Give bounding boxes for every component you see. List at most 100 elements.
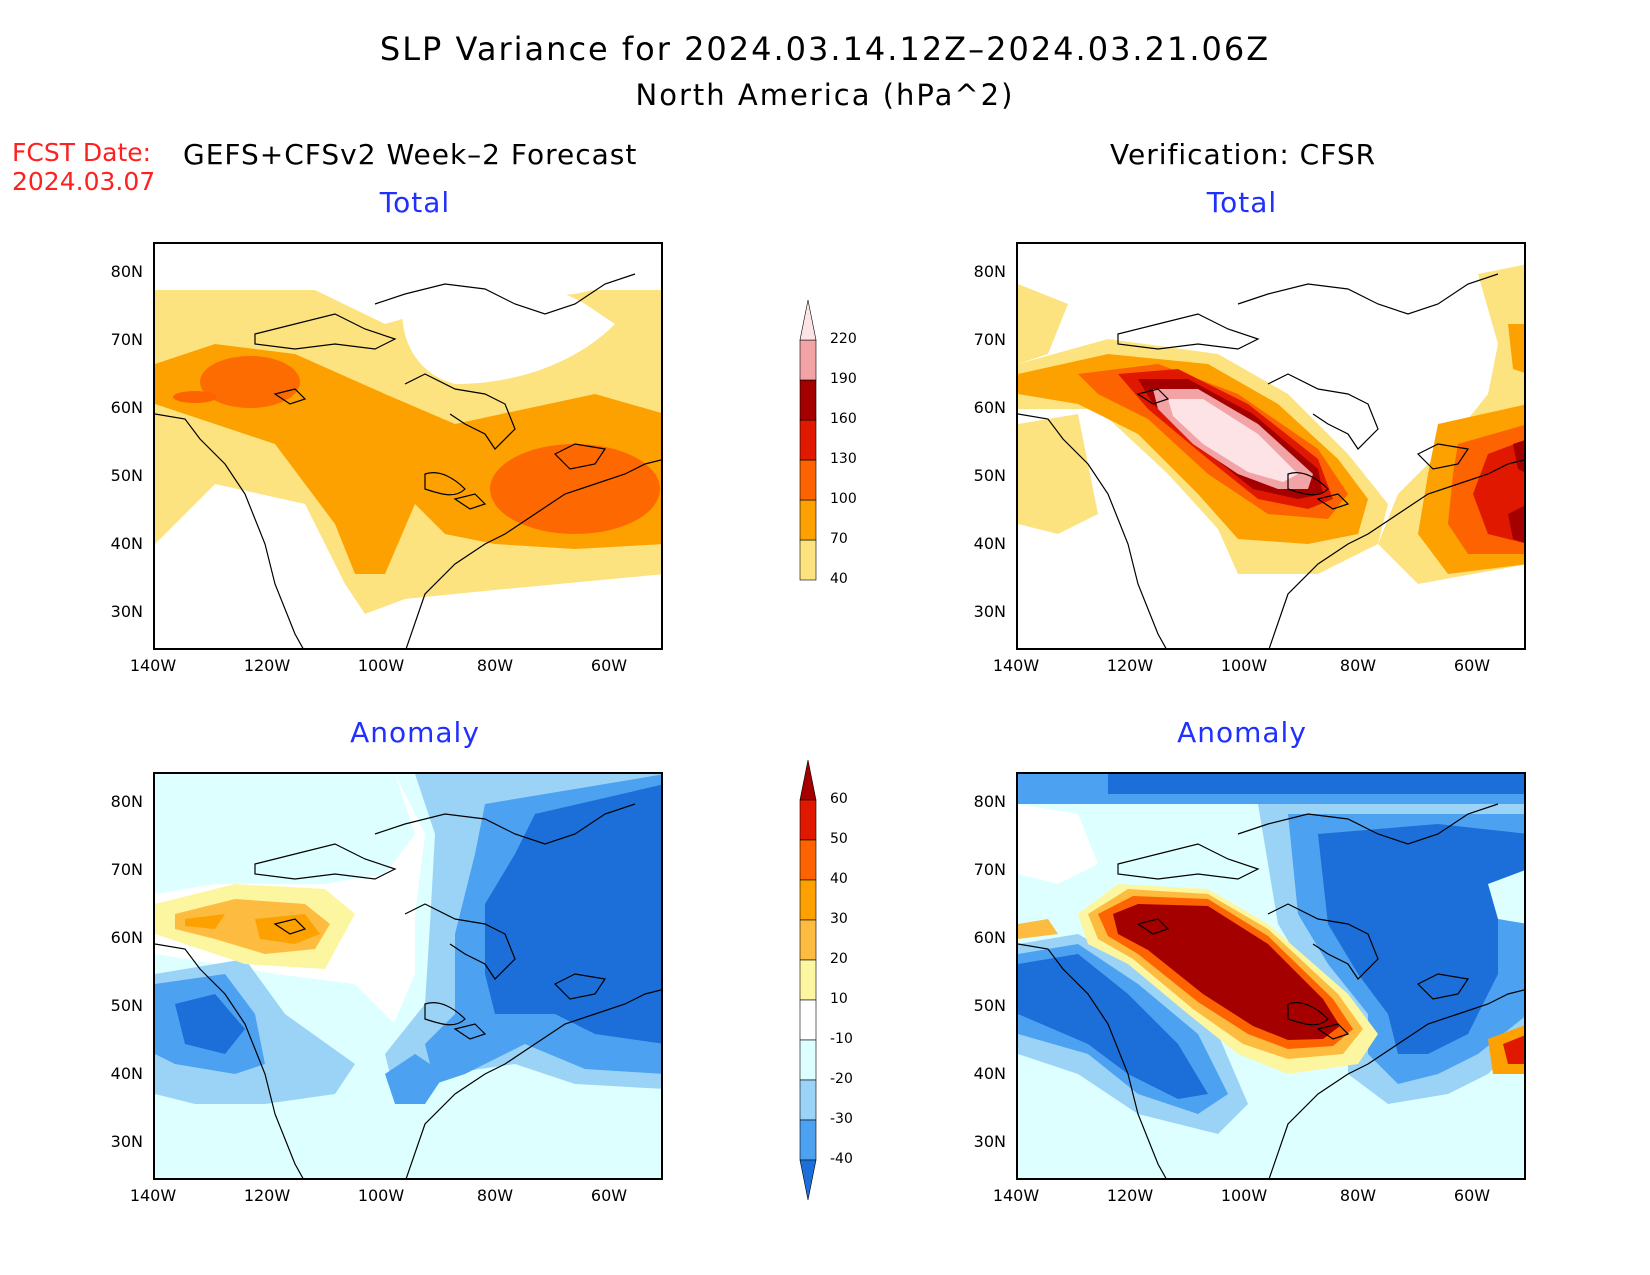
lon-tick: 80W — [1339, 656, 1377, 675]
lon-tick: 140W — [129, 656, 177, 675]
lat-tick: 50N — [110, 466, 143, 485]
colorbar-tick-label: 70 — [830, 531, 848, 547]
lat-tick: 60N — [110, 928, 143, 947]
verification-anomaly-map — [1016, 772, 1526, 1180]
colorbar-segment — [799, 839, 817, 881]
forecast-total-field — [155, 244, 661, 648]
lat-tick: 30N — [110, 602, 143, 621]
subtitle: North America (hPa^2) — [635, 78, 1015, 112]
lat-tick: 40N — [110, 534, 143, 553]
lat-tick: 80N — [110, 262, 143, 281]
coastline-overlay — [155, 273, 661, 648]
colorbar-segment — [799, 879, 817, 921]
lon-tick: 120W — [243, 1186, 291, 1205]
coastline-overlay — [155, 803, 661, 1178]
lat-tick: 60N — [110, 398, 143, 417]
verification-total-field — [1018, 244, 1524, 648]
colorbar-segment — [799, 959, 817, 1001]
colorbar-tick-label: 220 — [830, 331, 857, 347]
forecast-total-title: Total — [379, 186, 451, 219]
colorbar-segment — [799, 499, 817, 541]
colorbar-segment — [799, 539, 817, 581]
fcst-date-value: 2024.03.07 — [12, 167, 156, 196]
colorbar-segment — [799, 999, 817, 1041]
verification-anomaly-field — [1018, 774, 1524, 1178]
lat-tick: 30N — [973, 602, 1006, 621]
verification-column-title: Verification: CFSR — [1110, 138, 1377, 171]
colorbar-tick-label: -10 — [830, 1031, 853, 1047]
colorbar-segment — [799, 1159, 817, 1201]
lon-tick: 120W — [1106, 656, 1154, 675]
lat-tick: 50N — [973, 996, 1006, 1015]
total-colorbar — [799, 299, 817, 581]
anomaly-colorbar — [799, 759, 817, 1201]
forecast-anomaly-map — [153, 772, 663, 1180]
lat-tick: 70N — [973, 330, 1006, 349]
lon-tick: 80W — [1339, 1186, 1377, 1205]
verification-total-title: Total — [1206, 186, 1278, 219]
colorbar-tick-label: 130 — [830, 451, 857, 467]
colorbar-tick-label: 100 — [830, 491, 857, 507]
colorbar-tick-label: 40 — [830, 871, 848, 887]
verification-anomaly-title: Anomaly — [1177, 716, 1307, 749]
colorbar-segment — [799, 379, 817, 421]
lat-tick: 40N — [973, 534, 1006, 553]
forecast-anomaly-field — [155, 774, 661, 1178]
lon-tick: 100W — [357, 656, 405, 675]
colorbar-tick-label: 190 — [830, 371, 857, 387]
lat-tick: 30N — [110, 1132, 143, 1151]
lon-tick: 100W — [1220, 1186, 1268, 1205]
lon-tick: 120W — [1106, 1186, 1154, 1205]
lon-tick: 60W — [590, 656, 628, 675]
colorbar-segment — [799, 919, 817, 961]
colorbar-segment — [799, 1079, 817, 1121]
lon-tick: 100W — [1220, 656, 1268, 675]
lon-tick: 140W — [992, 656, 1040, 675]
colorbar-segment — [799, 459, 817, 501]
main-title: SLP Variance for 2024.03.14.12Z–2024.03.… — [379, 30, 1271, 68]
lon-tick: 140W — [992, 1186, 1040, 1205]
lat-tick: 50N — [110, 996, 143, 1015]
colorbar-segment — [799, 799, 817, 841]
lat-tick: 70N — [110, 330, 143, 349]
colorbar-tick-label: 20 — [830, 951, 848, 967]
colorbar-tick-label: 50 — [830, 831, 848, 847]
colorbar-tick-label: 160 — [830, 411, 857, 427]
lon-tick: 80W — [476, 656, 514, 675]
lat-tick: 80N — [973, 792, 1006, 811]
lon-tick: 100W — [357, 1186, 405, 1205]
forecast-total-map — [153, 242, 663, 650]
fcst-date-label: FCST Date: — [12, 138, 152, 167]
forecast-anomaly-title: Anomaly — [350, 716, 480, 749]
colorbar-tick-label: -40 — [830, 1151, 853, 1167]
colorbar-segment — [799, 759, 817, 801]
colorbar-segment — [799, 419, 817, 461]
lat-tick: 30N — [973, 1132, 1006, 1151]
colorbar-tick-label: 60 — [830, 791, 848, 807]
colorbar-segment — [799, 1039, 817, 1081]
lat-tick: 40N — [973, 1064, 1006, 1083]
lat-tick: 70N — [973, 860, 1006, 879]
lon-tick: 140W — [129, 1186, 177, 1205]
colorbar-tick-label: -30 — [830, 1111, 853, 1127]
lat-tick: 60N — [973, 398, 1006, 417]
lon-tick: 80W — [476, 1186, 514, 1205]
colorbar-tick-label: -20 — [830, 1071, 853, 1087]
lat-tick: 80N — [973, 262, 1006, 281]
lat-tick: 70N — [110, 860, 143, 879]
colorbar-segment — [799, 1119, 817, 1161]
lat-tick: 40N — [110, 1064, 143, 1083]
forecast-column-title: GEFS+CFSv2 Week–2 Forecast — [183, 138, 638, 171]
colorbar-segment — [799, 299, 817, 341]
lon-tick: 120W — [243, 656, 291, 675]
colorbar-tick-label: 10 — [830, 991, 848, 1007]
lat-tick: 80N — [110, 792, 143, 811]
lat-tick: 50N — [973, 466, 1006, 485]
lat-tick: 60N — [973, 928, 1006, 947]
colorbar-segment — [799, 339, 817, 381]
coastline-overlay — [1018, 803, 1524, 1178]
lon-tick: 60W — [1453, 656, 1491, 675]
lon-tick: 60W — [1453, 1186, 1491, 1205]
coastline-overlay — [1018, 273, 1524, 648]
verification-total-map — [1016, 242, 1526, 650]
